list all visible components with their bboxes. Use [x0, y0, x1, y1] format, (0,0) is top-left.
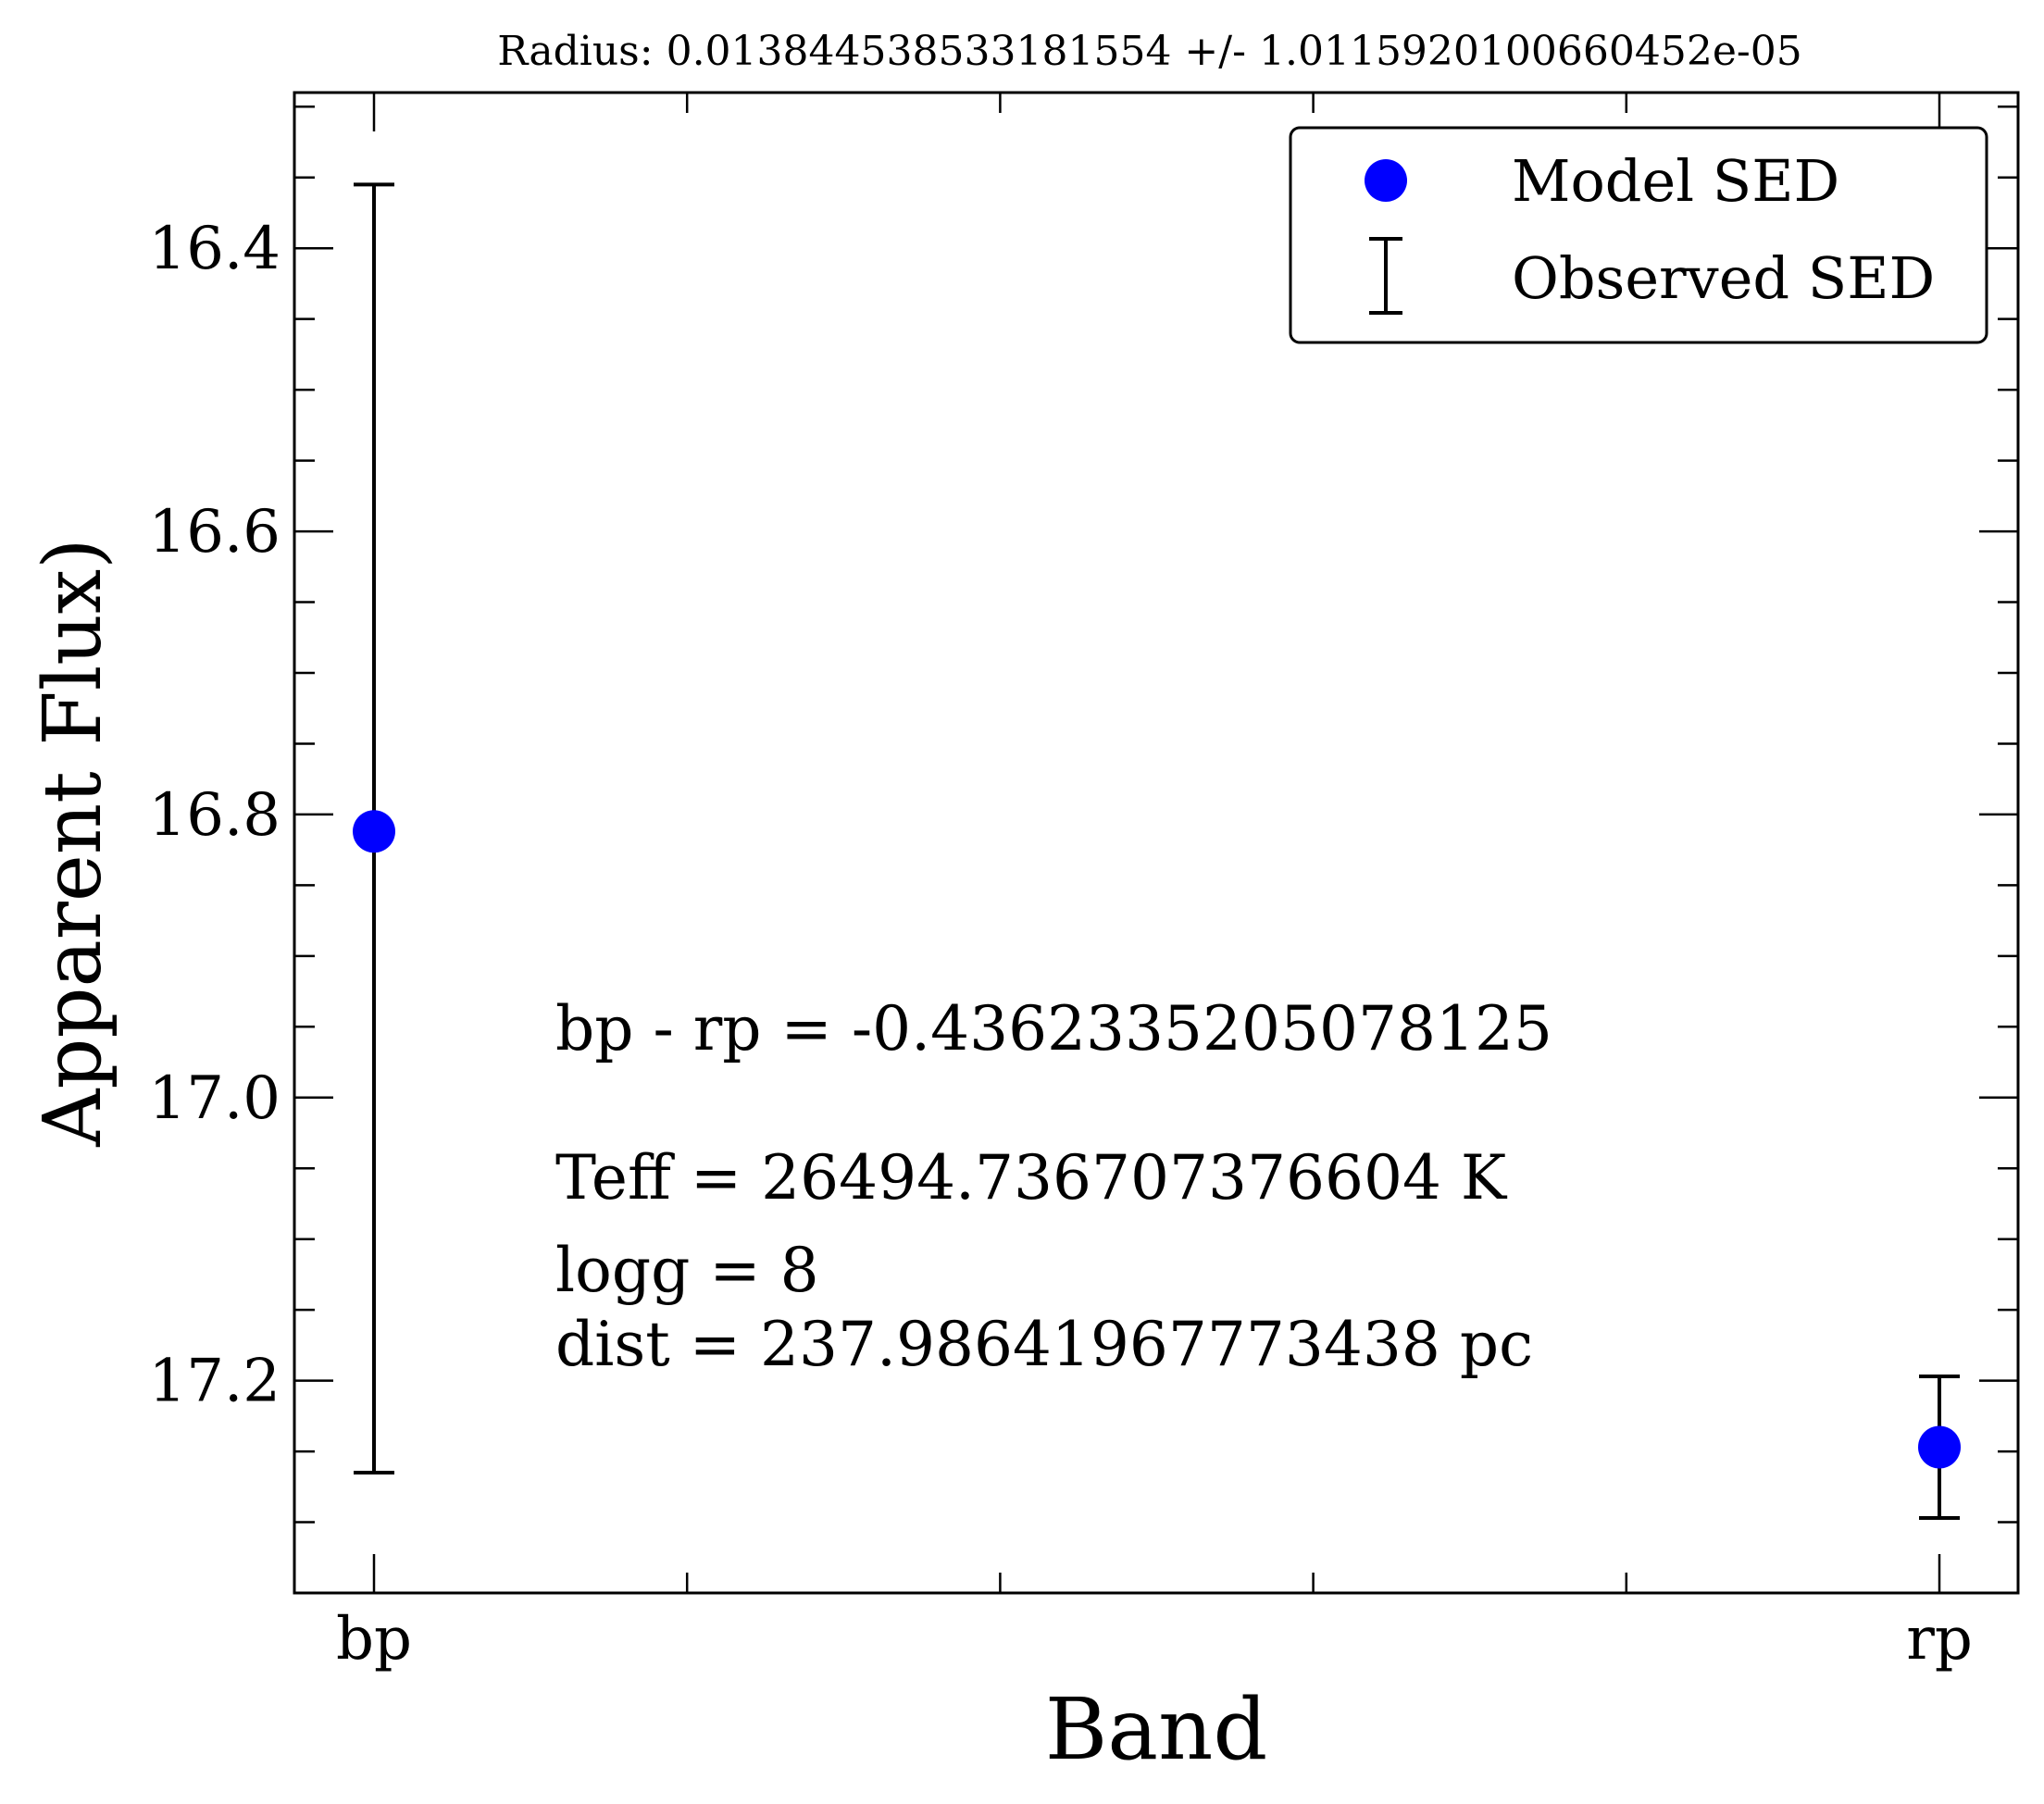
legend: Model SED Observed SED	[1289, 126, 1988, 344]
model-sed-points	[353, 810, 1961, 1469]
x-axis-label: Band	[1045, 1680, 1268, 1779]
legend-observed-marker	[1369, 237, 1402, 315]
x-tick-labels: bp rp	[336, 1605, 1973, 1673]
chart-title: Radius: 0.013844538533181554 +/- 1.01159…	[497, 28, 1802, 75]
y-tick-label: 17.0	[149, 1064, 281, 1133]
annotation-logg: logg = 8	[555, 1235, 819, 1306]
legend-box	[1289, 126, 1988, 344]
annotation-teff: Teff = 26494.736707376604 K	[555, 1142, 1508, 1213]
legend-model-marker	[1365, 159, 1407, 202]
annotation-color: bp - rp = -0.4362335205078125	[555, 993, 1552, 1064]
y-tick-label: 17.2	[149, 1348, 281, 1416]
y-tick-label: 16.6	[149, 498, 281, 566]
y-axis-label: Apparent Flux)	[27, 538, 119, 1147]
legend-label-model: Model SED	[1512, 147, 1839, 215]
fit-annotations: bp - rp = -0.4362335205078125 Teff = 264…	[555, 993, 1552, 1380]
plot-area-frame	[293, 91, 2020, 1595]
annotation-dist: dist = 237.98641967773438 pc	[555, 1309, 1533, 1380]
y-tick-label: 16.8	[149, 781, 281, 850]
y-tick-label: 16.4	[149, 215, 281, 283]
model-point-bp	[353, 810, 395, 853]
x-tick-label: bp	[336, 1605, 412, 1673]
y-tick-labels: 16.4 16.6 16.8 17.0 17.2	[149, 215, 281, 1415]
model-point-rp	[1918, 1425, 1961, 1469]
legend-label-observed: Observed SED	[1512, 244, 1935, 312]
x-tick-label: rp	[1906, 1605, 1973, 1673]
